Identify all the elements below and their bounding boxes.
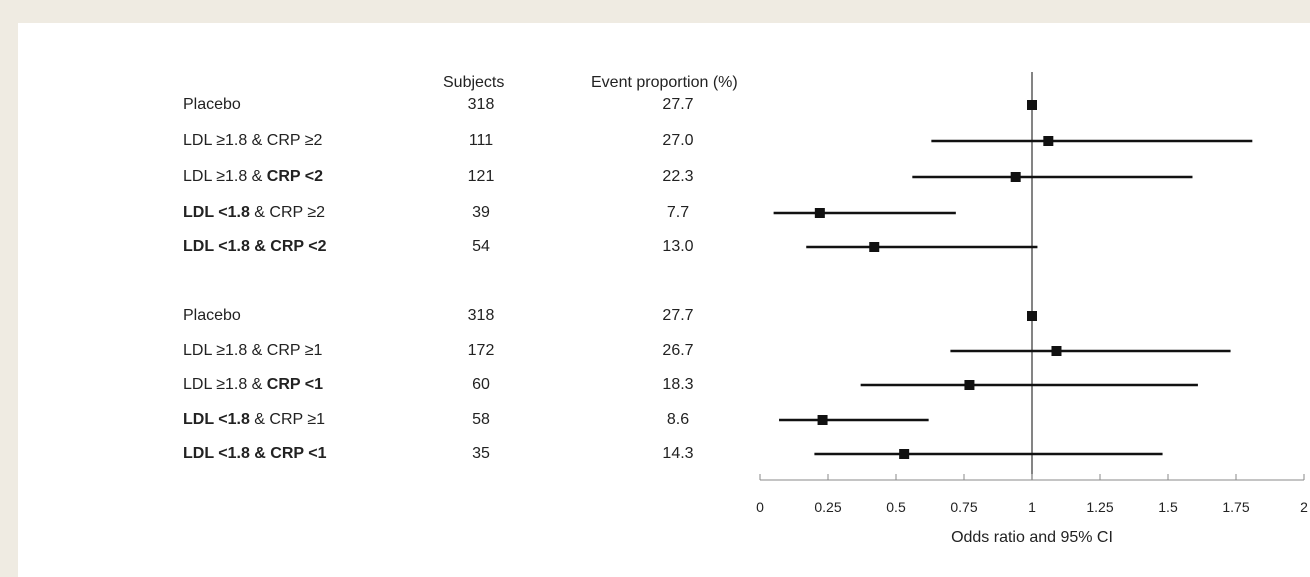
x-axis-title: Odds ratio and 95% CI <box>951 529 1113 546</box>
subjects-value: 121 <box>467 168 495 185</box>
odds-ratio-marker-0-1 <box>1043 136 1054 146</box>
row-label-part: Placebo <box>183 96 241 113</box>
row-label-part: LDL ≥1.8 & <box>183 376 267 393</box>
row-label-part: LDL ≥1.8 & CRP ≥2 <box>183 132 323 149</box>
odds-ratio-marker-1-0 <box>1027 311 1037 321</box>
odds-ratio-marker-0-0 <box>1027 100 1037 110</box>
row-label: LDL <1.8 & CRP ≥1 <box>183 410 325 430</box>
event-proportion-value: 7.7 <box>666 204 690 221</box>
x-tick-label-1: 0.25 <box>814 499 841 515</box>
subjects-value: 35 <box>472 445 490 462</box>
odds-ratio-plot: 0 0.25 0.5 0.75 1 1.25 1.5 1.75 2 Odds ratio and … <box>756 72 1308 546</box>
x-tick-label-0: 0 <box>756 499 764 515</box>
row-label-part: LDL <1.8 & CRP <1 <box>183 445 327 462</box>
row-label-part: & CRP ≥1 <box>249 411 326 428</box>
odds-ratio-marker-0-2 <box>1010 172 1021 182</box>
odds-ratio-marker-1-4 <box>899 449 910 459</box>
subjects-value: 111 <box>468 132 494 149</box>
row-label: Placebo <box>183 95 241 115</box>
odds-ratio-marker-1-1 <box>1051 346 1062 356</box>
row-label-part: LDL ≥1.8 & <box>183 168 267 185</box>
subjects-value: 39 <box>472 204 490 221</box>
row-label: LDL <1.8 & CRP ≥2 <box>183 203 325 223</box>
row-label: LDL <1.8 & CRP <1 <box>183 444 326 464</box>
x-tick-label-4: 1 <box>1028 499 1036 515</box>
event-proportion-value: 8.6 <box>666 411 690 428</box>
event-proportion-value: 27.0 <box>662 132 694 149</box>
odds-ratio-marker-0-4 <box>869 242 880 252</box>
x-tick-label-8: 2 <box>1300 499 1308 515</box>
event-proportion-column-header: Event proportion (%) <box>591 74 738 91</box>
row-label-part: LDL ≥1.8 & CRP ≥1 <box>183 342 323 359</box>
x-tick-label-3: 0.75 <box>950 499 977 515</box>
subjects-value: 60 <box>472 376 490 393</box>
subjects-value: 318 <box>467 96 495 113</box>
subjects-value: 54 <box>472 238 490 255</box>
event-proportion-value: 22.3 <box>662 168 694 185</box>
subjects-value: 172 <box>467 342 495 359</box>
row-label-part: LDL <1.8 <box>183 411 250 428</box>
subjects-value: 318 <box>467 307 495 324</box>
x-tick-label-5: 1.25 <box>1086 499 1113 515</box>
odds-ratio-marker-1-3 <box>817 415 828 425</box>
subjects-value: 58 <box>472 411 490 428</box>
x-tick-label-6: 1.5 <box>1158 499 1178 515</box>
row-label-part: & CRP ≥2 <box>249 204 326 221</box>
x-tick-label-7: 1.75 <box>1222 499 1249 515</box>
event-proportion-value: 27.7 <box>662 96 694 113</box>
row-label: LDL <1.8 & CRP <2 <box>183 237 326 257</box>
row-label-part: CRP <2 <box>266 168 323 185</box>
row-label-part: LDL <1.8 <box>183 204 250 221</box>
x-tick-label-2: 0.5 <box>886 499 906 515</box>
event-proportion-value: 14.3 <box>662 445 694 462</box>
row-label-part: CRP <1 <box>266 376 323 393</box>
row-label: LDL ≥1.8 & CRP <1 <box>183 375 323 395</box>
forest-plot-panel: Subjects Event proportion (%) Placebo 318… <box>18 23 1310 577</box>
odds-ratio-marker-1-2 <box>964 380 975 390</box>
row-label-part: LDL <1.8 & CRP <2 <box>183 238 327 255</box>
event-proportion-value: 13.0 <box>662 238 694 255</box>
row-label: LDL ≥1.8 & CRP ≥1 <box>183 341 322 361</box>
odds-ratio-marker-0-3 <box>814 208 825 218</box>
row-label: LDL ≥1.8 & CRP <2 <box>183 167 323 187</box>
subjects-column-header: Subjects <box>443 74 505 91</box>
event-proportion-value: 26.7 <box>662 342 694 359</box>
row-label: LDL ≥1.8 & CRP ≥2 <box>183 131 322 151</box>
row-label-part: Placebo <box>183 307 241 324</box>
event-proportion-value: 27.7 <box>662 307 694 324</box>
event-proportion-value: 18.3 <box>662 376 694 393</box>
row-label: Placebo <box>183 306 241 326</box>
